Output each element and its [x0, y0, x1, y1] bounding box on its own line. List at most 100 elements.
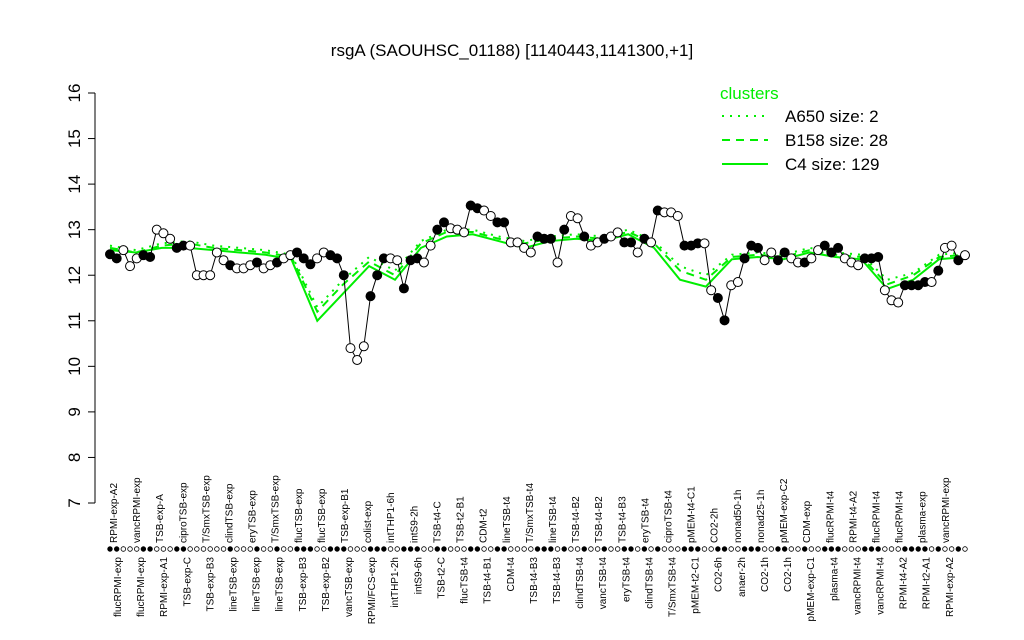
rug-mark: [421, 546, 427, 552]
data-point: [479, 205, 490, 216]
bottom-sample-label: TSB-t4-B1: [483, 557, 494, 604]
bottom-sample-label: RPMI-t4-A2: [899, 557, 910, 610]
rug-mark: [701, 546, 708, 552]
rug-mark: [888, 546, 895, 552]
bottom-sample-label: anaer-2h: [737, 557, 748, 597]
data-point: [352, 354, 363, 365]
bottom-sample-label: CO2-1h: [783, 557, 794, 592]
rug-mark: [761, 546, 768, 552]
rug-mark: [254, 546, 260, 552]
rug-mark: [200, 546, 207, 552]
data-point: [338, 270, 349, 281]
data-point: [438, 217, 449, 228]
data-point: [432, 224, 443, 235]
rug-mark: [962, 546, 968, 552]
rug-mark: [321, 546, 327, 552]
top-sample-label: TSB-exp-A: [155, 494, 166, 543]
rug-mark: [875, 546, 881, 552]
top-sample-label: flucTSB-exp: [294, 488, 305, 543]
data-point: [960, 250, 970, 261]
top-sample-label: CDM-exp: [802, 500, 813, 543]
rug-mark: [434, 546, 441, 552]
legend-entry: C4 size: 129: [785, 155, 880, 174]
rug-mark: [721, 546, 728, 552]
rug-mark: [167, 546, 173, 552]
data-point: [145, 252, 156, 262]
data-point: [706, 285, 717, 296]
data-point: [752, 242, 763, 253]
bottom-sample-label: TSB-exp-B3: [205, 557, 216, 612]
top-sample-label: pMEM-exp-C2: [779, 478, 790, 543]
bottom-sample-label: vancRPMI-t4: [852, 557, 863, 615]
rug-mark: [194, 546, 200, 552]
rug-mark: [735, 546, 741, 552]
rug-mark: [140, 546, 147, 552]
sample-rug: [107, 546, 968, 552]
rug-mark: [695, 546, 701, 552]
top-sample-label: eryTSB-exp: [248, 490, 259, 543]
top-sample-label: TSB-t4-B2: [571, 496, 582, 543]
data-point: [572, 213, 583, 224]
rug-mark: [822, 546, 828, 552]
rug-mark: [174, 546, 180, 552]
data-point: [545, 233, 556, 244]
rug-mark: [468, 546, 474, 552]
data-point: [672, 211, 683, 221]
data-point: [739, 253, 750, 264]
legend-entry: A650 size: 2: [785, 107, 879, 126]
rug-mark: [541, 546, 547, 552]
rug-mark: [347, 546, 354, 552]
data-point: [833, 242, 844, 253]
data-points: [105, 200, 970, 365]
rug-mark: [240, 546, 247, 552]
cluster-line-C4: [109, 233, 966, 323]
rug-mark: [401, 546, 407, 552]
rug-mark: [942, 546, 948, 552]
rug-mark: [334, 546, 340, 552]
rug-mark: [641, 546, 648, 552]
legend: clusters A650 size: 2 B158 size: 28 C4 siz…: [720, 84, 888, 174]
rug-mark: [361, 546, 367, 552]
data-point: [392, 255, 403, 266]
y-tick-label: 9: [65, 407, 84, 416]
data-point: [372, 270, 383, 281]
bottom-sample-label: vancRPMI-t4: [876, 557, 887, 615]
rug-mark: [127, 546, 133, 552]
top-sample-label: CO2-2h: [710, 508, 721, 543]
rug-mark: [661, 546, 668, 552]
data-point: [312, 253, 323, 264]
rug-mark: [107, 546, 113, 552]
legend-entry: B158 size: 28: [785, 131, 888, 150]
data-point: [305, 259, 316, 270]
rug-mark: [795, 546, 801, 552]
data-point: [398, 283, 409, 294]
bottom-sample-label: CDM-t4: [506, 557, 517, 592]
rug-mark: [902, 546, 908, 552]
rug-mark: [354, 546, 360, 552]
rug-mark: [915, 546, 921, 552]
data-point: [158, 228, 169, 239]
rug-mark: [387, 546, 394, 552]
rug-mark: [835, 546, 841, 552]
y-tick-label: 11: [65, 312, 84, 330]
y-tick-label: 7: [65, 498, 84, 507]
rug-mark: [715, 546, 721, 552]
top-sample-label: plasma-exp: [918, 491, 929, 543]
data-point: [579, 231, 590, 242]
rug-mark: [414, 546, 420, 552]
data-point: [873, 252, 884, 262]
bottom-sample-label: clindTSB-t4: [575, 557, 586, 609]
data-point: [205, 270, 216, 281]
data-point: [719, 315, 730, 326]
data-point: [425, 240, 436, 251]
top-sample-label: vancRPMI-exp: [132, 477, 143, 543]
bottom-sample-label: TSB-exp-B3: [298, 557, 309, 612]
rug-mark: [748, 546, 754, 552]
top-sample-label: intS9-2h: [409, 506, 420, 543]
data-point: [459, 227, 470, 238]
top-sample-label: flucRPMI-t4: [895, 490, 906, 543]
data-point: [926, 277, 937, 288]
rug-mark: [307, 546, 314, 552]
data-point: [612, 227, 623, 238]
rug-mark: [474, 546, 481, 552]
